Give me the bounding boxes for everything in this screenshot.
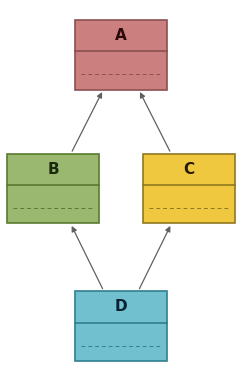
Text: B: B xyxy=(47,162,59,177)
Bar xyxy=(75,20,167,90)
Text: A: A xyxy=(115,28,127,43)
Text: C: C xyxy=(183,162,194,177)
Bar xyxy=(143,154,235,223)
Bar xyxy=(7,154,99,223)
Text: D: D xyxy=(115,299,127,314)
Bar xyxy=(75,291,167,361)
